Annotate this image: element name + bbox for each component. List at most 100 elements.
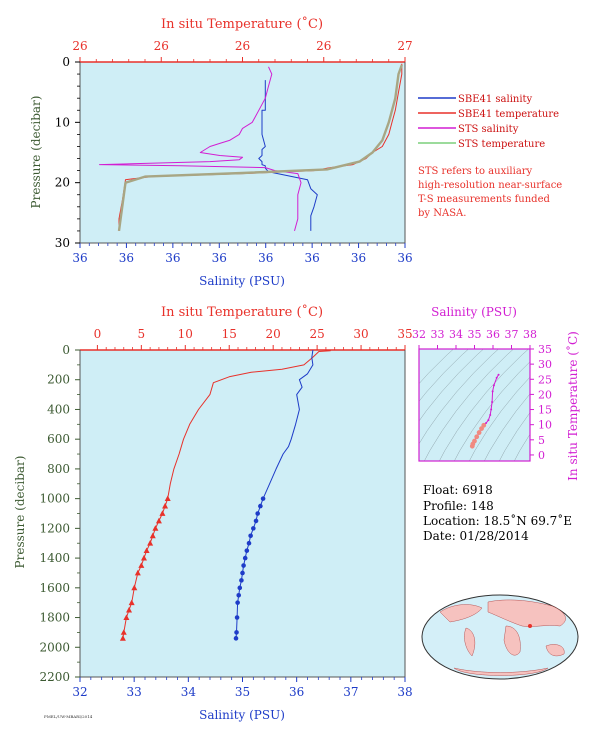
salinity-sample-marker [237, 585, 243, 591]
temperature-sample-marker [162, 502, 169, 509]
tick-label: 36 [397, 251, 412, 265]
density-contour [423, 349, 514, 461]
temperature-sample-marker [123, 614, 130, 620]
density-contour [468, 376, 530, 461]
legend-note-line-1: STS refers to auxiliary [418, 166, 533, 177]
temperature-sample-marker [120, 629, 127, 635]
legend-label-sbe41-temperature: SBE41 temperature [458, 109, 559, 120]
salinity-sample-marker [251, 526, 256, 531]
tick-label: 32 [412, 328, 426, 341]
salinity-sample-marker [258, 503, 263, 509]
tick-label: 26 [316, 39, 331, 53]
density-contour [419, 349, 499, 445]
salinity-sample-marker [234, 630, 239, 635]
tick-label: 20 [55, 176, 70, 190]
legend-note-line-3: T-S measurements funded [418, 194, 550, 205]
ts-sample-point [469, 443, 475, 449]
map-land-australia [545, 644, 565, 657]
density-contour [453, 361, 530, 461]
temperature-sample-marker [149, 532, 156, 539]
map-land-south-america [464, 627, 476, 657]
tick-label: 36 [119, 251, 134, 265]
ts-sample-point [489, 413, 492, 416]
tick-label: 5 [538, 434, 545, 447]
temperature-sample-marker [119, 635, 126, 641]
salinity-sample-marker [253, 518, 259, 524]
tick-label: 27 [397, 39, 412, 53]
tick-label: 25 [309, 327, 324, 341]
ts-sample-point [490, 408, 493, 411]
ts-sample-point [474, 434, 480, 440]
float-number: Float: 6918 [423, 483, 493, 497]
tick-label: 200 [47, 373, 70, 387]
legend-label-sts-salinity: STS salinity [458, 124, 519, 135]
legend: SBE41 salinity SBE41 temperature STS sal… [418, 94, 562, 219]
top-chart: In situ Temperature (˚C) 26 26 26 26 27 36 36… [29, 16, 413, 288]
ts-sample-point [491, 390, 494, 393]
salinity-sample-marker [260, 496, 266, 501]
top-chart-series [99, 63, 403, 232]
tick-label: 38 [397, 685, 412, 699]
tick-label: 400 [47, 402, 70, 416]
temperature-sample-marker [138, 562, 145, 568]
float-info: Float: 6918 Profile: 148 Location: 18.5˚… [423, 483, 572, 543]
tick-label: 0 [62, 55, 70, 69]
tick-label: 34 [449, 328, 463, 341]
salinity-sample-marker [242, 555, 248, 561]
density-contour [419, 349, 469, 402]
density-contour [498, 412, 530, 461]
top-chart-title: In situ Temperature (˚C) [161, 16, 323, 32]
tick-label: 10 [178, 327, 193, 341]
top-chart-bottom-ticks: 36 36 36 36 36 36 36 36 [72, 243, 413, 265]
location: Location: 18.5˚N 69.7˚E [423, 513, 572, 528]
ts-chart-title: Salinity (PSU) [431, 305, 517, 319]
tick-label: 20 [538, 388, 552, 401]
main-chart-y-ticks: 0 200 400 600 800 1000 1200 1400 1600 1800 2000 220… [39, 343, 80, 684]
salinity-sample-marker [241, 563, 246, 568]
footer-credit: PMEL/UW-MBARI/2014 [44, 714, 93, 719]
main-chart-series [119, 349, 331, 641]
tick-label: 36 [212, 251, 227, 265]
tick-label: 2200 [39, 670, 70, 684]
tick-label: 36 [258, 251, 273, 265]
tick-label: 36 [289, 685, 304, 699]
float-location-marker [528, 624, 532, 628]
tick-label: 10 [538, 419, 552, 432]
tick-label: 15 [222, 327, 237, 341]
tick-label: 36 [351, 251, 366, 265]
tick-label: 33 [127, 685, 142, 699]
tick-label: 33 [431, 328, 445, 341]
temperature-sample-marker [159, 510, 166, 516]
tick-label: 30 [353, 327, 368, 341]
tick-label: 10 [55, 115, 70, 129]
ts-chart-top-ticks: 32 33 34 35 36 37 38 [412, 328, 537, 349]
tick-label: 26 [154, 39, 169, 53]
map-land-eurasia [487, 599, 566, 627]
ts-sample-point [497, 373, 500, 376]
temperature-sample-marker [143, 547, 150, 554]
tick-label: 1000 [39, 492, 70, 506]
main-chart-plot-area [80, 350, 405, 677]
salinity-sample-marker [233, 636, 239, 641]
ts-sample-point [492, 384, 495, 387]
temperature-sample-marker [140, 554, 147, 561]
tick-label: 34 [181, 685, 197, 699]
salinity-sample-marker [244, 548, 250, 553]
tick-label: 15 [538, 404, 552, 417]
density-contour [438, 349, 529, 461]
tick-label: 36 [305, 251, 320, 265]
ts-chart-density-contours [419, 349, 530, 461]
main-chart-title: In situ Temperature (˚C) [161, 304, 323, 320]
salinity-sample-marker [239, 578, 244, 583]
map-continents [439, 599, 566, 676]
temperature-sample-marker [147, 540, 154, 546]
tick-label: 25 [538, 373, 552, 386]
ts-sample-point [479, 426, 484, 432]
tick-label: 37 [343, 685, 358, 699]
tick-label: 1600 [39, 581, 70, 595]
tick-label: 2000 [39, 640, 70, 654]
tick-label: 0 [62, 343, 70, 357]
salinity-sample-marker [235, 600, 240, 605]
